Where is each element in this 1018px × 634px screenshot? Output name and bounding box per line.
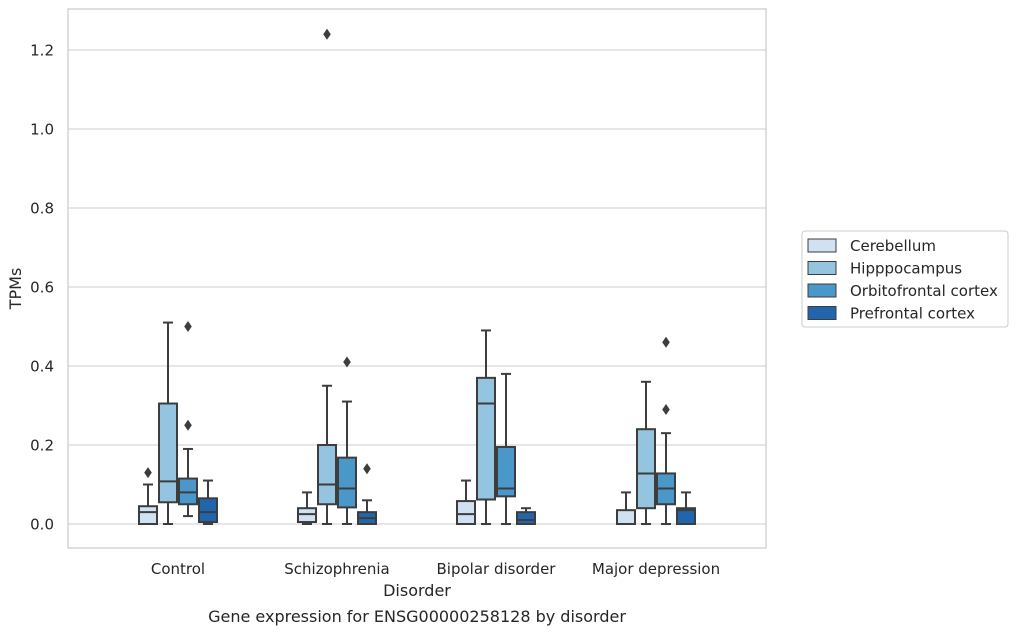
outlier-point [184, 321, 192, 332]
legend-swatch [807, 306, 837, 320]
y-tick-label: 0.4 [30, 358, 54, 376]
outlier-point [184, 419, 192, 431]
outlier-point [662, 336, 670, 348]
outlier-point [323, 28, 331, 40]
legend-swatch [807, 283, 837, 298]
y-tick-label: 1.0 [30, 121, 54, 139]
box-2-1 [337, 356, 357, 525]
x-tick-label: Schizophrenia [284, 560, 389, 578]
x-tick-label: Bipolar disorder [437, 560, 557, 578]
box-iqr [476, 376, 496, 501]
y-axis-ticks: 0.0 0.2 0.4 0.6 0.8 1.0 1.2 [30, 42, 54, 534]
grid-lines [68, 49, 766, 525]
y-tick-label: 0.8 [30, 200, 54, 218]
y-tick-label: 0.0 [30, 516, 54, 534]
y-axis-label: TPMs [6, 268, 25, 311]
box-3-3 [676, 491, 696, 526]
legend-label: Cerebellum [850, 237, 936, 255]
box-iqr [138, 505, 158, 526]
box-0-0 [138, 467, 158, 526]
box-1-3 [636, 380, 656, 525]
box-1-2 [476, 329, 496, 525]
y-tick-label: 0.6 [30, 279, 54, 297]
legend-swatch [807, 238, 837, 253]
box-3-0 [198, 479, 218, 525]
box-iqr [198, 497, 218, 524]
box-iqr [496, 445, 516, 498]
box-1-1 [317, 28, 337, 525]
outlier-point [343, 356, 351, 368]
legend-label: Hipppocampus [850, 260, 962, 278]
box-iqr [616, 509, 636, 525]
x-axis-label: Disorder [383, 581, 451, 600]
y-tick-label: 0.2 [30, 437, 54, 455]
box-3-2 [516, 507, 536, 526]
box-iqr [317, 444, 337, 506]
plot-frame [67, 8, 767, 549]
outlier-point [662, 403, 670, 415]
box-0-3 [616, 491, 636, 525]
x-tick-label: Control [151, 560, 205, 578]
x-tick-label: Major depression [592, 560, 720, 578]
box-iqr [636, 428, 656, 510]
x-axis-ticks: Control Schizophrenia Bipolar disorder Majo… [151, 560, 720, 578]
box-2-3 [656, 336, 676, 525]
legend-label: Prefrontal cortex [850, 305, 975, 323]
box-iqr [456, 500, 476, 525]
box-iqr [516, 511, 536, 526]
box-iqr [337, 456, 357, 509]
outlier-point [144, 467, 152, 479]
legend-label: Orbitofrontal cortex [850, 282, 998, 300]
box-iqr [676, 507, 696, 526]
legend-swatch [807, 261, 837, 275]
box-2-2 [496, 372, 516, 525]
chart-caption: Gene expression for ENSG00000258128 by d… [208, 607, 626, 626]
legend-frame [801, 230, 1009, 328]
box-1-0 [158, 321, 178, 525]
box-plot-area [138, 28, 696, 526]
box-0-1 [297, 491, 317, 525]
box-2-0 [178, 321, 198, 518]
box-iqr [158, 402, 178, 504]
outlier-point [363, 463, 371, 475]
box-3-1 [357, 463, 377, 526]
box-0-2 [456, 479, 476, 525]
y-tick-label: 1.2 [30, 42, 54, 60]
legend: Cerebellum Hipppocampus Orbitofrontal cort… [801, 230, 1009, 328]
